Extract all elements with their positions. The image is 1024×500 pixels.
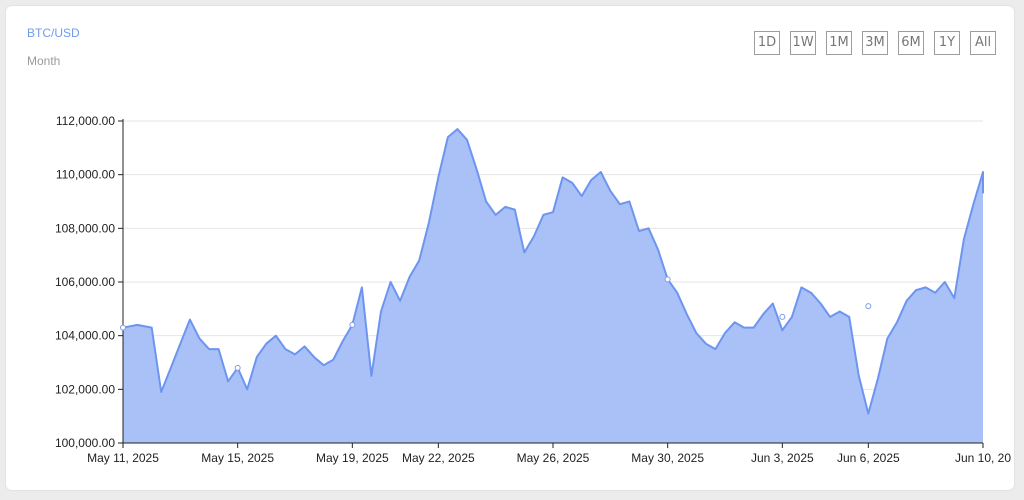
series-area	[123, 129, 983, 443]
x-tick-label: Jun 6, 2025	[837, 451, 900, 465]
x-tick-label: May 26, 2025	[517, 451, 590, 465]
y-tick-label: 106,000.00	[55, 275, 115, 289]
data-point-marker	[664, 276, 671, 283]
range-button-1w[interactable]: 1W	[790, 31, 816, 55]
x-tick-label: Jun 3, 2025	[751, 451, 814, 465]
x-tick-label: May 15, 2025	[201, 451, 274, 465]
range-button-3m[interactable]: 3M	[862, 31, 888, 55]
y-tick-label: 104,000.00	[55, 329, 115, 343]
range-selector: 1D 1W 1M 3M 6M 1Y All	[754, 31, 996, 55]
data-point-marker	[234, 364, 241, 371]
x-tick-label: May 30, 2025	[631, 451, 704, 465]
x-tick-label: May 19, 2025	[316, 451, 389, 465]
data-point-marker	[120, 324, 126, 331]
range-button-6m[interactable]: 6M	[898, 31, 924, 55]
range-button-1d[interactable]: 1D	[754, 31, 780, 55]
x-tick-label: Jun 10, 20	[955, 451, 1011, 465]
data-point-marker	[349, 321, 356, 328]
range-button-1y[interactable]: 1Y	[934, 31, 960, 55]
period-label: Month	[27, 54, 61, 68]
data-point-marker	[779, 313, 786, 320]
y-tick-label: 110,000.00	[56, 168, 115, 182]
y-tick-label: 112,000.00	[56, 114, 115, 128]
y-tick-label: 100,000.00	[55, 436, 115, 450]
x-tick-label: May 11, 2025	[87, 451, 159, 465]
y-tick-label: 108,000.00	[55, 221, 115, 235]
range-button-all[interactable]: All	[970, 31, 996, 55]
x-tick-label: May 22, 2025	[402, 451, 475, 465]
data-point-marker	[865, 303, 872, 310]
range-button-1m[interactable]: 1M	[826, 31, 852, 55]
y-tick-label: 102,000.00	[55, 382, 115, 396]
pair-title: BTC/USD	[27, 26, 80, 40]
series-line	[122, 128, 984, 415]
